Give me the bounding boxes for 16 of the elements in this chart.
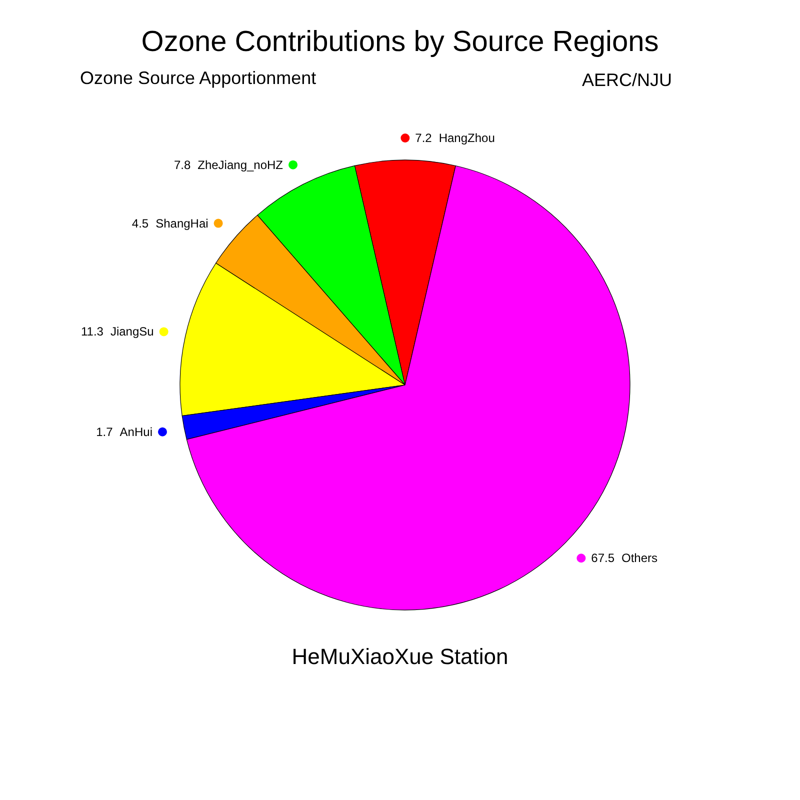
chart-title: Ozone Contributions by Source Regions [140,26,660,59]
chart-subtitle: Ozone Source Apportionment [80,68,316,89]
legend-label: ShangHai [156,216,208,230]
data-label: 67.5 [591,551,615,566]
text: HeMuXiaoXue Station [290,644,510,670]
slice-label: Others [622,551,658,566]
legend-label: JiangSu [110,324,154,339]
slice-label: HangZhou [438,131,495,145]
text: AERC/NJU [582,70,672,91]
legend-label: AnHui [120,424,152,439]
data-label: 11.3 [80,324,104,339]
legend-label: ZheJiang_noHZ [198,158,284,172]
data-label: 7.2 [415,131,432,145]
data-label: 1.7 [96,424,114,439]
data-label: 4.5 [132,216,149,230]
data-label: 7.8 [174,158,191,172]
